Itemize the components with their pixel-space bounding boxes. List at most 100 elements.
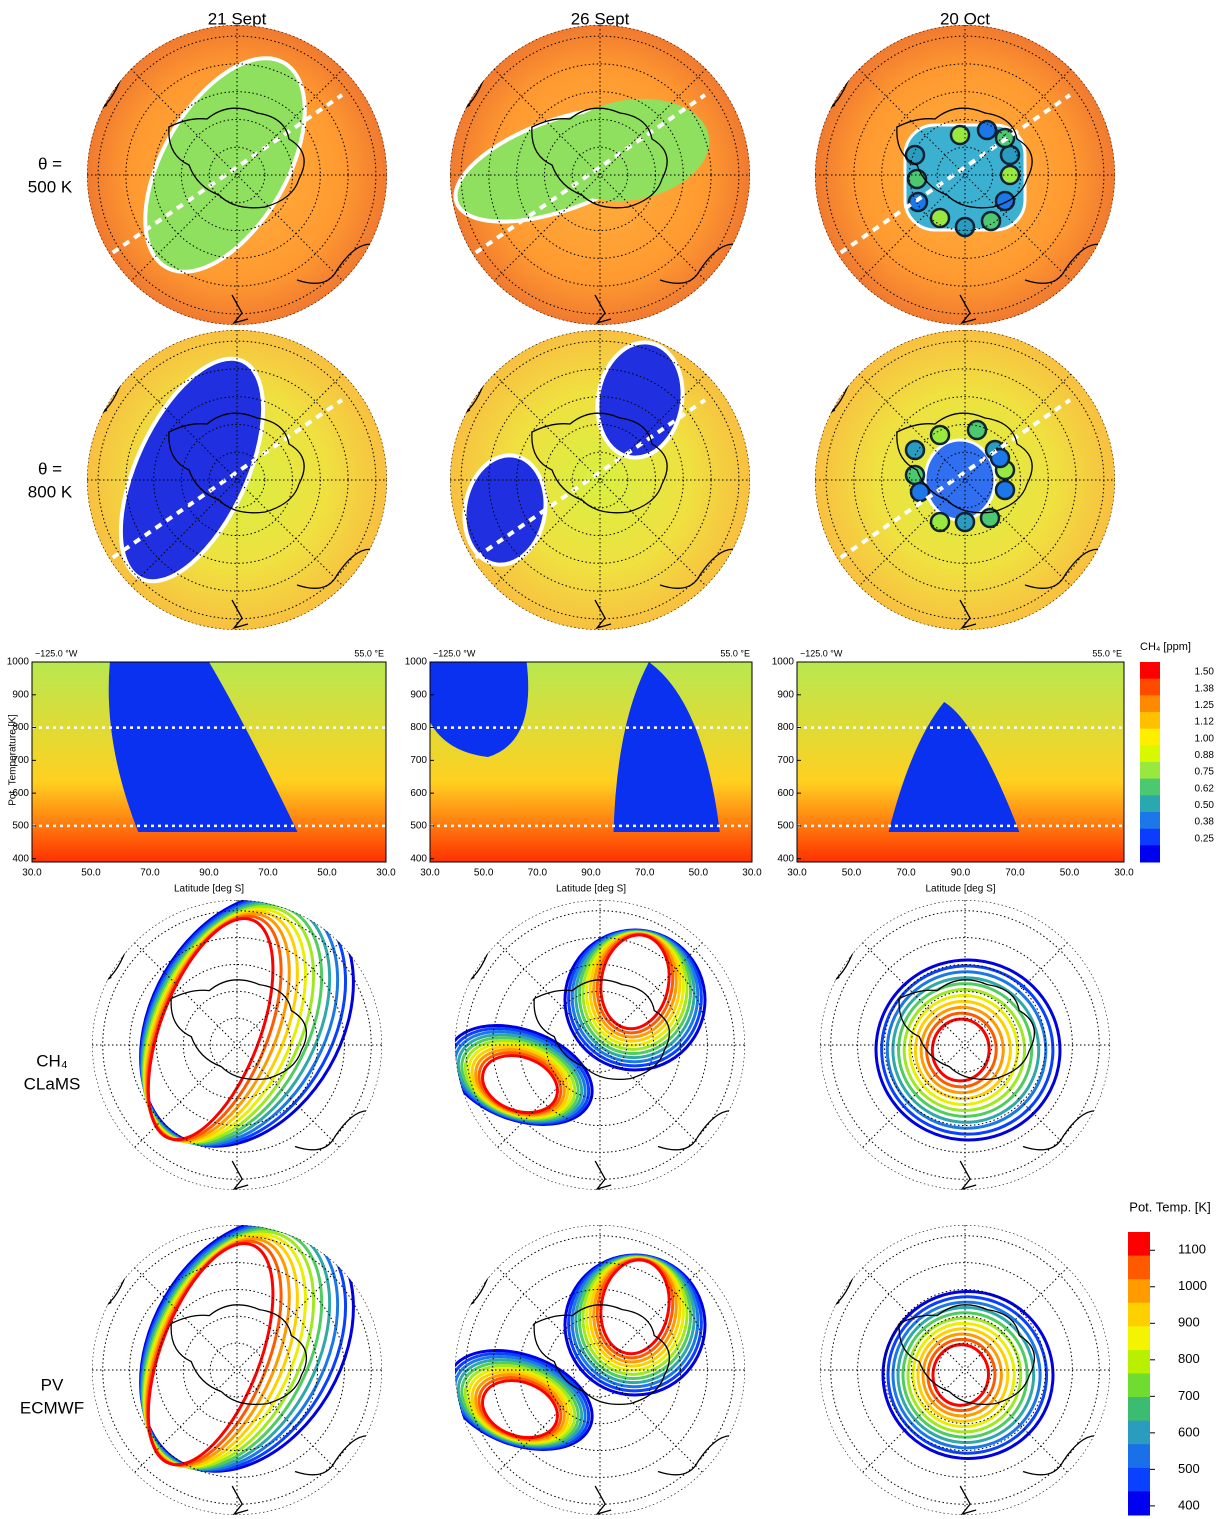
- trajectory-marker: [981, 509, 999, 527]
- x-tick-label: 70.0: [1005, 868, 1025, 879]
- colorbar-segment: [1140, 679, 1160, 696]
- colorbar-segment: [1128, 1350, 1150, 1374]
- section-end-label: −125.0 °W: [433, 648, 476, 658]
- row-label: θ =: [38, 154, 62, 173]
- colorbar-tick-label: 0.38: [1195, 817, 1215, 828]
- x-tick-label: 70.0: [528, 868, 548, 879]
- colorbar-segment: [1140, 712, 1160, 729]
- colorbar-tick-label: 0.25: [1195, 833, 1215, 844]
- y-tick-label: 1000: [405, 657, 428, 668]
- colorbar-segment: [1140, 779, 1160, 796]
- colorbar-segment: [1128, 1374, 1150, 1398]
- y-tick-label: 600: [410, 788, 427, 799]
- x-tick-label: 30.0: [22, 868, 42, 879]
- y-tick-label: 400: [12, 853, 29, 864]
- colorbar-segment: [1128, 1326, 1150, 1350]
- colorbar-tick-label: 1.25: [1195, 700, 1215, 711]
- y-tick-label: 500: [410, 821, 427, 832]
- map-panel: [91, 856, 396, 1190]
- trajectory-marker: [951, 126, 969, 144]
- y-tick-label: 500: [777, 821, 794, 832]
- x-tick-label: 90.0: [951, 868, 971, 879]
- y-tick-label: 600: [777, 788, 794, 799]
- row-label: PV: [41, 1375, 64, 1394]
- y-tick-label: 800: [410, 722, 427, 733]
- colorbar-title: CH₄ [ppm]: [1140, 641, 1191, 653]
- colorbar-tick-label: 1.12: [1195, 717, 1215, 728]
- trajectory-marker: [909, 193, 927, 211]
- cross-section-panel: [32, 662, 386, 862]
- trajectory-marker: [931, 513, 949, 531]
- map-panel: [819, 887, 1110, 1190]
- colorbar-segment: [1140, 795, 1160, 812]
- y-tick-label: 900: [410, 689, 427, 700]
- y-tick-label: 700: [12, 755, 29, 766]
- y-tick-label: 600: [12, 788, 29, 799]
- section-end-label: 55.0 °E: [1092, 648, 1122, 658]
- section-end-label: −125.0 °W: [800, 648, 843, 658]
- colorbar-tick-label: 1.38: [1195, 683, 1215, 694]
- colorbar-tick-label: 1.50: [1195, 667, 1215, 678]
- x-axis-label: Latitude [deg S]: [925, 884, 995, 895]
- x-tick-label: 30.0: [787, 868, 807, 879]
- trajectory-marker: [906, 441, 924, 459]
- trajectory-marker: [908, 170, 926, 188]
- colorbar-tick-label: 500: [1178, 1461, 1200, 1476]
- map-panel: [87, 320, 387, 630]
- y-tick-label: 700: [410, 755, 427, 766]
- trajectory-marker: [996, 481, 1014, 499]
- x-tick-label: 50.0: [81, 868, 101, 879]
- colorbar-segment: [1140, 812, 1160, 829]
- x-tick-label: 30.0: [1114, 868, 1134, 879]
- y-tick-label: 800: [12, 722, 29, 733]
- x-tick-label: 70.0: [140, 868, 160, 879]
- colorbar-segment: [1128, 1491, 1150, 1515]
- x-axis-label: Latitude [deg S]: [174, 884, 244, 895]
- colorbar-tick-label: 700: [1178, 1388, 1200, 1403]
- row-label: 500 K: [28, 177, 73, 196]
- x-tick-label: 90.0: [199, 868, 219, 879]
- colorbar-tick-label: 900: [1178, 1315, 1200, 1330]
- section-end-label: 55.0 °E: [720, 648, 750, 658]
- map-panel: [434, 887, 745, 1190]
- y-tick-label: 400: [777, 853, 794, 864]
- y-tick-label: 700: [777, 755, 794, 766]
- colorbar-segment: [1140, 845, 1160, 862]
- y-tick-label: 1000: [772, 657, 795, 668]
- y-tick-label: 900: [12, 689, 29, 700]
- row-label: θ =: [38, 459, 62, 478]
- trajectory-marker: [968, 421, 986, 439]
- colorbar-tick-label: 0.75: [1195, 767, 1215, 778]
- x-tick-label: 70.0: [635, 868, 655, 879]
- colorbar-segment: [1128, 1303, 1150, 1327]
- x-tick-label: 50.0: [1060, 868, 1080, 879]
- row-label: CLaMS: [24, 1074, 81, 1093]
- map-panel: [815, 15, 1115, 325]
- colorbar-segment: [1140, 762, 1160, 779]
- colorbar-tick-label: 400: [1178, 1497, 1200, 1512]
- colorbar-title: Pot. Temp. [K]: [1129, 1199, 1210, 1214]
- colorbar-segment: [1128, 1256, 1150, 1280]
- map-panel: [450, 320, 750, 630]
- trajectory-marker: [1001, 146, 1019, 164]
- x-tick-label: 50.0: [689, 868, 709, 879]
- colorbar-tick-label: 800: [1178, 1351, 1200, 1366]
- y-tick-label: 500: [12, 821, 29, 832]
- map-panel: [815, 320, 1115, 630]
- colorbar-segment: [1128, 1397, 1150, 1421]
- y-tick-label: 1000: [7, 657, 30, 668]
- x-tick-label: 30.0: [420, 868, 440, 879]
- x-tick-label: 50.0: [474, 868, 494, 879]
- colorbar-tick-label: 0.88: [1195, 750, 1215, 761]
- trajectory-marker: [982, 212, 1000, 230]
- x-tick-label: 90.0: [581, 868, 601, 879]
- colorbar-tick-label: 1.00: [1195, 733, 1215, 744]
- colorbar-segment: [1140, 745, 1160, 762]
- map-panel: [434, 1212, 745, 1515]
- colorbar-tick-label: 1100: [1178, 1242, 1206, 1257]
- x-axis-label: Latitude [deg S]: [556, 884, 626, 895]
- colorbar-segment: [1128, 1421, 1150, 1445]
- row-label: CH₄: [36, 1051, 68, 1070]
- section-end-label: −125.0 °W: [35, 648, 78, 658]
- map-panel: [819, 1212, 1110, 1515]
